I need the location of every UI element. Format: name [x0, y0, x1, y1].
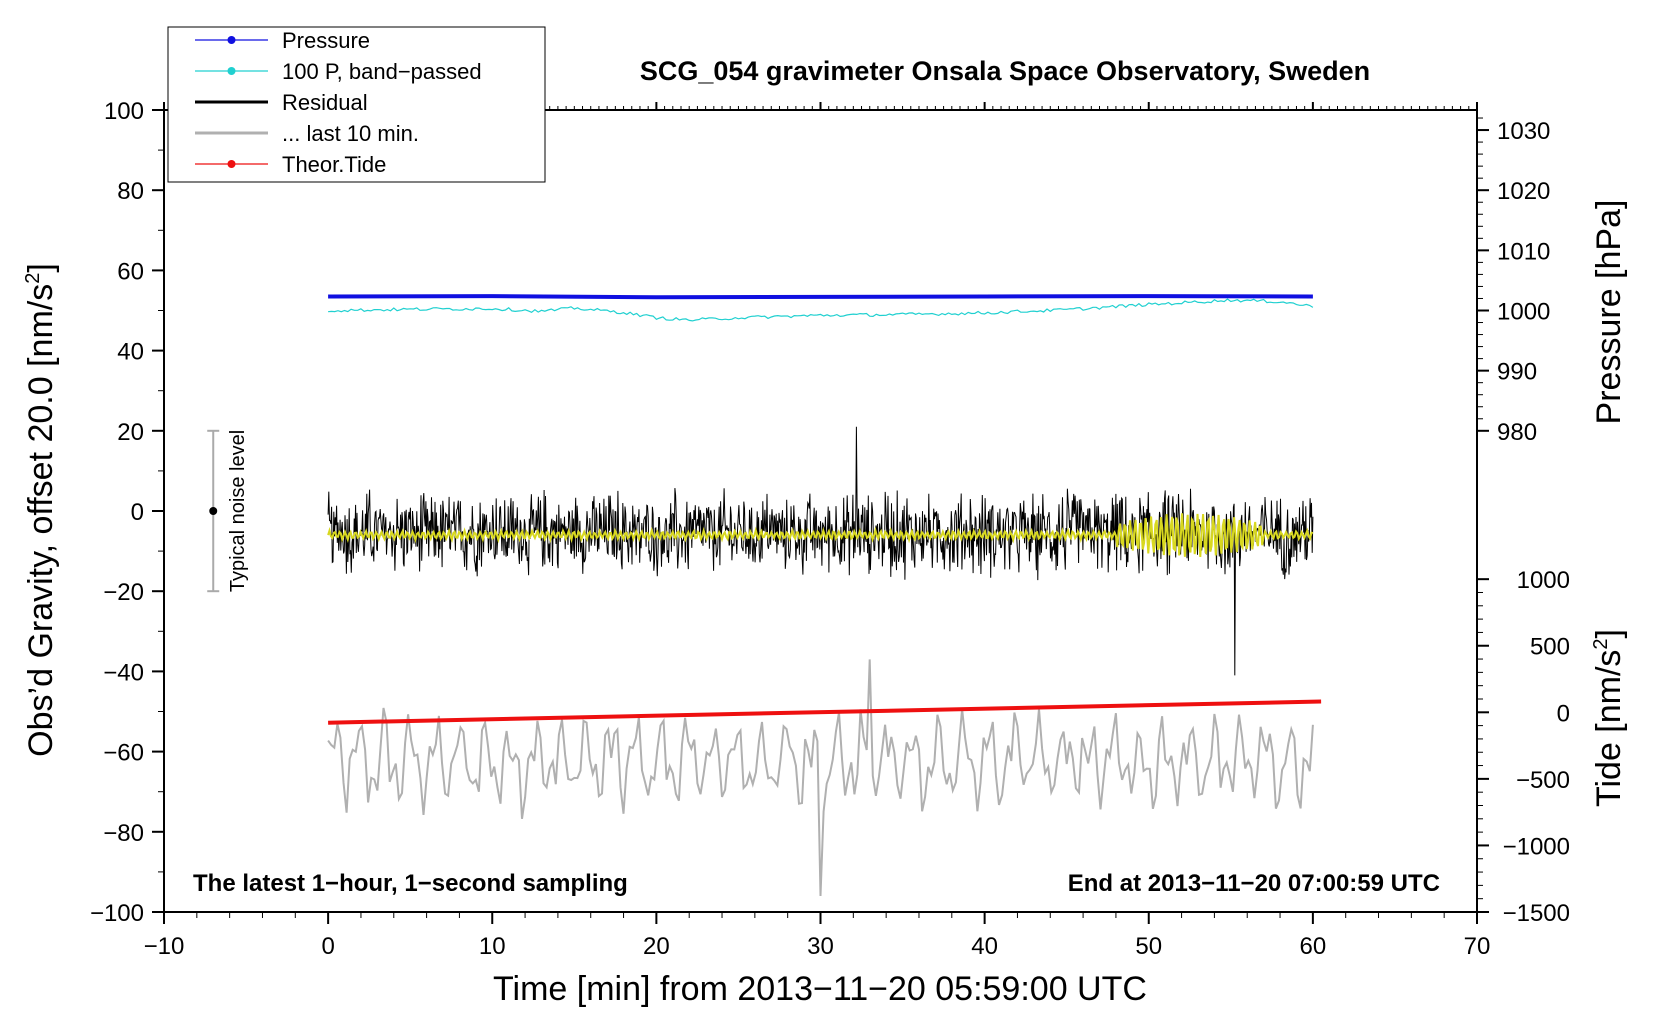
series-layer — [327, 294, 1322, 897]
y-tick-label: 0 — [131, 499, 144, 526]
legend-box — [167, 26, 546, 183]
legend-marker — [227, 160, 236, 168]
pressure-tick-label: 1020 — [1497, 178, 1550, 205]
x-tick-label: 0 — [321, 933, 334, 960]
annotation-bottom-left: The latest 1−hour, 1−second sampling — [193, 870, 628, 897]
y-tick-label: −80 — [103, 820, 144, 847]
y-tick-label: −100 — [90, 900, 144, 927]
x-tick-label: 20 — [643, 933, 670, 960]
x-tick-label: 70 — [1464, 933, 1491, 960]
pressure-tick-label: 1000 — [1497, 299, 1550, 326]
x-axis: −10 0 10 20 30 40 50 60 70 — [144, 102, 1491, 960]
noise-level-bar — [207, 429, 220, 593]
legend-label: 100 P, band−passed — [282, 59, 482, 84]
series-pressure — [328, 294, 1313, 300]
y-axis-label-right-pressure: Pressure [hPa] — [1590, 200, 1628, 425]
x-tick-label: 30 — [807, 933, 834, 960]
y-axis-label-right-tide-text: Tide [nm/s — [1590, 650, 1628, 807]
x-tick-label: 10 — [479, 933, 506, 960]
series-residual-smoothed — [327, 513, 1314, 557]
tide-tick-label: −1500 — [1503, 900, 1570, 927]
x-tick-label: −10 — [144, 933, 185, 960]
legend-marker — [227, 36, 236, 44]
x-tick-label: 50 — [1135, 933, 1162, 960]
legend-label: Theor.Tide — [282, 152, 386, 177]
tide-tick-label: 0 — [1557, 700, 1570, 727]
y-axis-label-right-tide-close: ] — [1590, 629, 1628, 638]
pressure-tick-label: 990 — [1497, 359, 1537, 386]
tide-tick-label: 500 — [1530, 634, 1570, 661]
legend-label: ... last 10 min. — [282, 121, 419, 146]
x-tick-label: 40 — [971, 933, 998, 960]
y-axis-right-tide: −1500 −1000 −500 0 500 1000 — [1477, 567, 1570, 927]
y-axis-label-left-sup: 2 — [22, 273, 44, 284]
y-axis-label-left: Obs’d Gravity, offset 20.0 [nm/s2] — [22, 263, 60, 757]
x-tick-label: 60 — [1300, 933, 1327, 960]
y-axis-label-right-tide-sup: 2 — [1590, 638, 1612, 649]
legend-label: Pressure — [282, 28, 370, 53]
y-axis-label-left-close: ] — [22, 263, 60, 272]
x-axis-label: Time [min] from 2013−11−20 05:59:00 UTC — [493, 970, 1147, 1008]
tide-tick-label: 1000 — [1517, 567, 1570, 594]
series-residual — [327, 426, 1314, 676]
tide-tick-label: −500 — [1516, 767, 1570, 794]
y-tick-label: 40 — [117, 339, 144, 366]
noise-bar-point — [209, 507, 218, 515]
pressure-tick-label: 1010 — [1497, 238, 1550, 265]
noise-level-label: Typical noise level — [227, 430, 249, 592]
y-tick-label: 60 — [117, 258, 144, 285]
y-tick-label: 20 — [117, 419, 144, 446]
legend-label: Residual — [282, 90, 368, 115]
series-band-passed-pressure — [328, 298, 1314, 322]
y-tick-label: −20 — [103, 579, 144, 606]
pressure-tick-label: 1030 — [1497, 118, 1550, 145]
y-tick-label: 80 — [117, 178, 144, 205]
y-tick-label: 100 — [104, 98, 144, 125]
chart-title: SCG_054 gravimeter Onsala Space Observat… — [640, 56, 1370, 86]
pressure-tick-label: 980 — [1497, 419, 1537, 446]
y-axis-label-right-tide: Tide [nm/s2] — [1590, 629, 1628, 807]
y-tick-label: −60 — [103, 740, 144, 767]
legend: Pressure 100 P, band−passed Residual ... la… — [167, 26, 546, 183]
y-tick-label: −40 — [103, 659, 144, 686]
y-axis-right-pressure: 980 990 1000 1010 1020 1030 — [1477, 117, 1550, 446]
y-axis-left: −100 −80 −60 −40 −20 0 20 40 60 80 100 — [90, 98, 164, 927]
series-last-10-min — [327, 659, 1314, 897]
annotation-bottom-right: End at 2013−11−20 07:00:59 UTC — [1068, 870, 1440, 897]
series-theoretical-tide — [328, 699, 1322, 725]
y-axis-label-left-text: Obs’d Gravity, offset 20.0 [nm/s — [22, 284, 60, 757]
legend-marker — [227, 67, 236, 75]
tide-tick-label: −1000 — [1503, 833, 1570, 860]
